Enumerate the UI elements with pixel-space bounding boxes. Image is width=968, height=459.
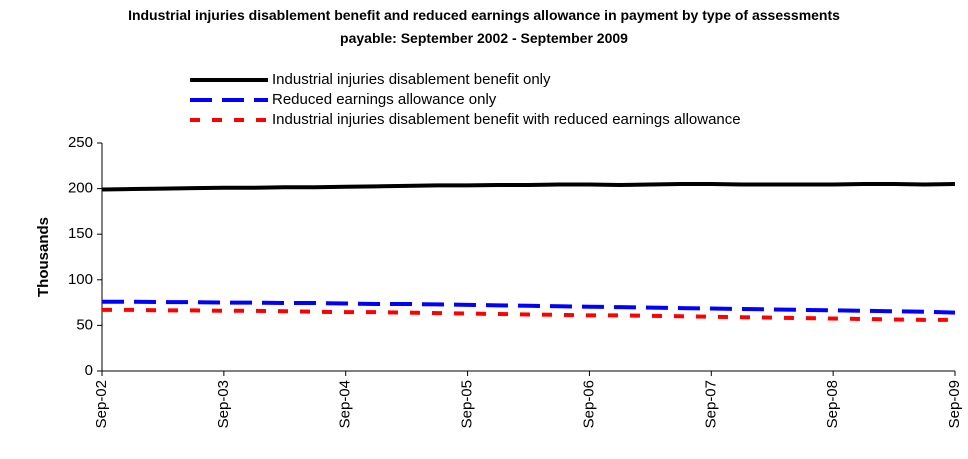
y-axis-label: Thousands bbox=[35, 217, 52, 297]
x-tick-label: Sep-05 bbox=[459, 380, 476, 428]
x-tick-label: Sep-06 bbox=[580, 380, 597, 428]
legend-label: Industrial injuries disablement benefit … bbox=[272, 111, 741, 128]
x-tick-label: Sep-02 bbox=[93, 380, 110, 428]
chart-title: Industrial injuries disablement benefit … bbox=[128, 7, 840, 46]
y-tick-label: 250 bbox=[68, 134, 93, 151]
y-tick-label: 200 bbox=[68, 180, 93, 197]
y-tick-label: 0 bbox=[85, 362, 93, 379]
x-tick-label: Sep-07 bbox=[702, 380, 719, 428]
series-line bbox=[102, 299, 956, 315]
x-tick-label: Sep-08 bbox=[824, 380, 841, 428]
y-tick-label: 150 bbox=[68, 225, 93, 242]
x-tick-label: Sep-04 bbox=[337, 380, 354, 428]
series-line bbox=[102, 307, 955, 322]
y-tick-label: 50 bbox=[76, 316, 93, 333]
x-tick-label: Sep-03 bbox=[215, 380, 232, 428]
x-tick-label: Sep-09 bbox=[946, 380, 963, 428]
legend-label: Reduced earnings allowance only bbox=[272, 91, 497, 108]
y-tick-label: 100 bbox=[68, 271, 93, 288]
series-line bbox=[101, 182, 956, 192]
legend-label: Industrial injuries disablement benefit … bbox=[272, 71, 551, 88]
